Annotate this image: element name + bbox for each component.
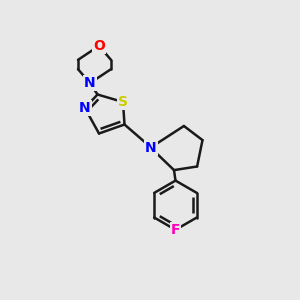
- Text: O: O: [93, 39, 105, 53]
- Text: N: N: [79, 101, 91, 115]
- Text: S: S: [118, 95, 128, 109]
- Text: N: N: [145, 141, 156, 154]
- Text: N: N: [84, 76, 96, 90]
- Text: F: F: [171, 223, 180, 237]
